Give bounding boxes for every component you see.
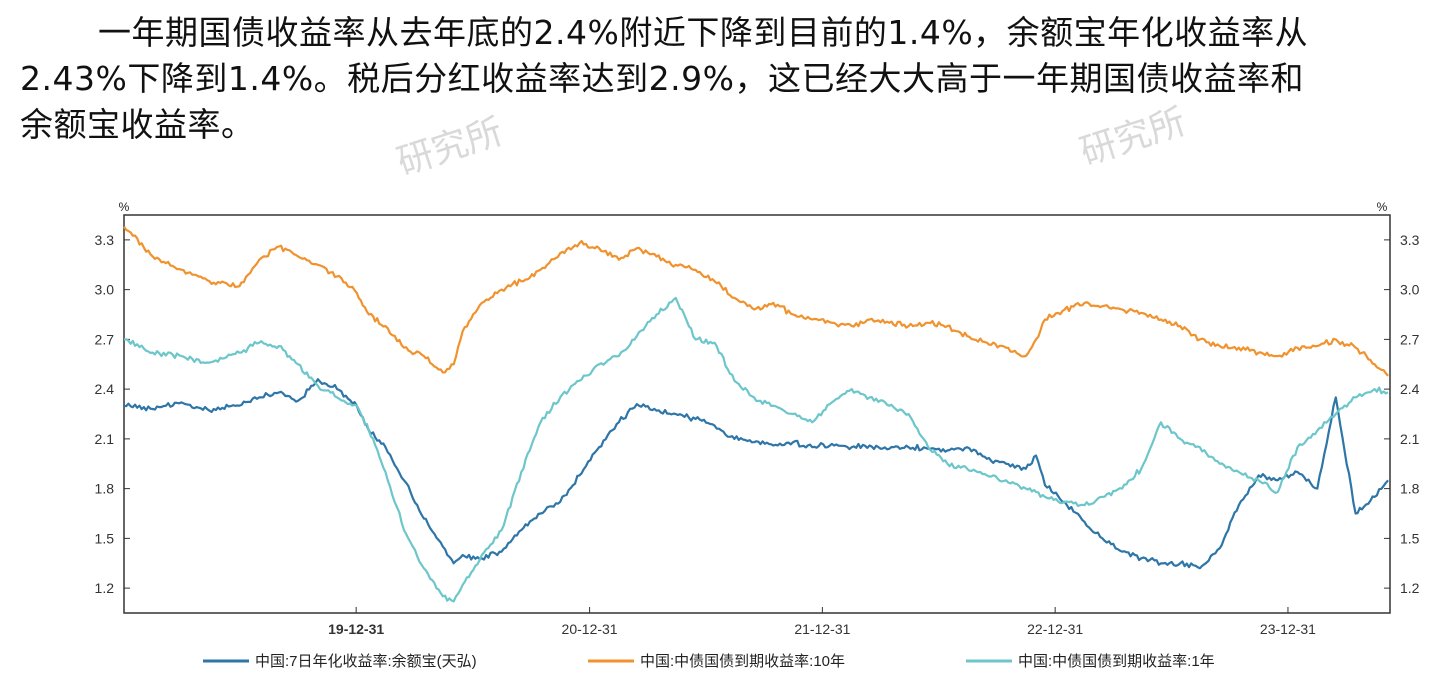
x-tick-label: 20-12-31 bbox=[562, 621, 618, 637]
body-paragraph: 一年期国债收益率从去年底的2.4%附近下降到目前的1.4%，余额宝年化收益率从 … bbox=[20, 10, 1440, 148]
x-tick-label: 22-12-31 bbox=[1027, 621, 1083, 637]
y-tick-label-left: 3.0 bbox=[95, 282, 115, 298]
paragraph-line-3: 余额宝收益率。 bbox=[20, 105, 255, 144]
y-tick-label-left: 2.4 bbox=[95, 381, 115, 397]
x-tick-label: 19-12-31 bbox=[328, 621, 384, 637]
legend-label: 中国:中债国债到期收益率:10年 bbox=[640, 653, 845, 670]
y-unit-right: % bbox=[1377, 200, 1388, 214]
x-tick-label: 21-12-31 bbox=[794, 621, 850, 637]
paragraph-line-1: 一年期国债收益率从去年底的2.4%附近下降到目前的1.4%，余额宝年化收益率从 bbox=[98, 13, 1309, 52]
y-tick-label-right: 3.0 bbox=[1400, 282, 1420, 298]
x-axis: 19-12-31 20-12-31 21-12-31 22-12-31 23-12-31 bbox=[328, 607, 1316, 637]
series-line-2 bbox=[123, 225, 1389, 377]
y-tick-label-left: 2.1 bbox=[95, 431, 115, 447]
y-tick-label-left: 1.2 bbox=[95, 580, 115, 596]
legend: 中国:7日年化收益率:余额宝(天弘) 中国:中债国债到期收益率:10年 中国:中债国… bbox=[203, 652, 1215, 670]
series-line-3 bbox=[123, 296, 1389, 603]
y-tick-label-right: 1.8 bbox=[1400, 481, 1420, 497]
y-tick-label-right: 2.7 bbox=[1400, 331, 1420, 347]
yield-chart: % % 1.2 1.5 1.8 2.1 2.4 2.7 3.0 3.3 1.2 1.5 1.8 2.… bbox=[95, 200, 1420, 670]
y-tick-label-left: 2.7 bbox=[95, 331, 115, 347]
y-tick-label-left: 3.3 bbox=[95, 232, 115, 248]
y-tick-label-right: 2.4 bbox=[1400, 381, 1420, 397]
y-tick-label-left: 1.5 bbox=[95, 530, 115, 546]
y-tick-label-right: 2.1 bbox=[1400, 431, 1420, 447]
y-tick-label-right: 1.2 bbox=[1400, 580, 1420, 596]
y-tick-label-left: 1.8 bbox=[95, 481, 115, 497]
paragraph-line-2: 2.43%下降到1.4%。税后分红收益率达到2.9%，这已经大大高于一年期国债收… bbox=[20, 59, 1305, 98]
x-tick-label: 23-12-31 bbox=[1260, 621, 1316, 637]
y-axis-right: 1.2 1.5 1.8 2.1 2.4 2.7 3.0 3.3 bbox=[1384, 232, 1420, 596]
series-group bbox=[123, 225, 1389, 603]
y-axis-left: 1.2 1.5 1.8 2.1 2.4 2.7 3.0 3.3 bbox=[95, 232, 130, 596]
y-tick-label-right: 1.5 bbox=[1400, 530, 1420, 546]
legend-label: 中国:中债国债到期收益率:1年 bbox=[1018, 653, 1215, 670]
y-tick-label-right: 3.3 bbox=[1400, 232, 1420, 248]
plot-area-frame bbox=[123, 214, 1391, 614]
series-line-1 bbox=[123, 378, 1389, 570]
legend-label: 中国:7日年化收益率:余额宝(天弘) bbox=[255, 652, 477, 670]
y-unit-left: % bbox=[119, 200, 130, 214]
